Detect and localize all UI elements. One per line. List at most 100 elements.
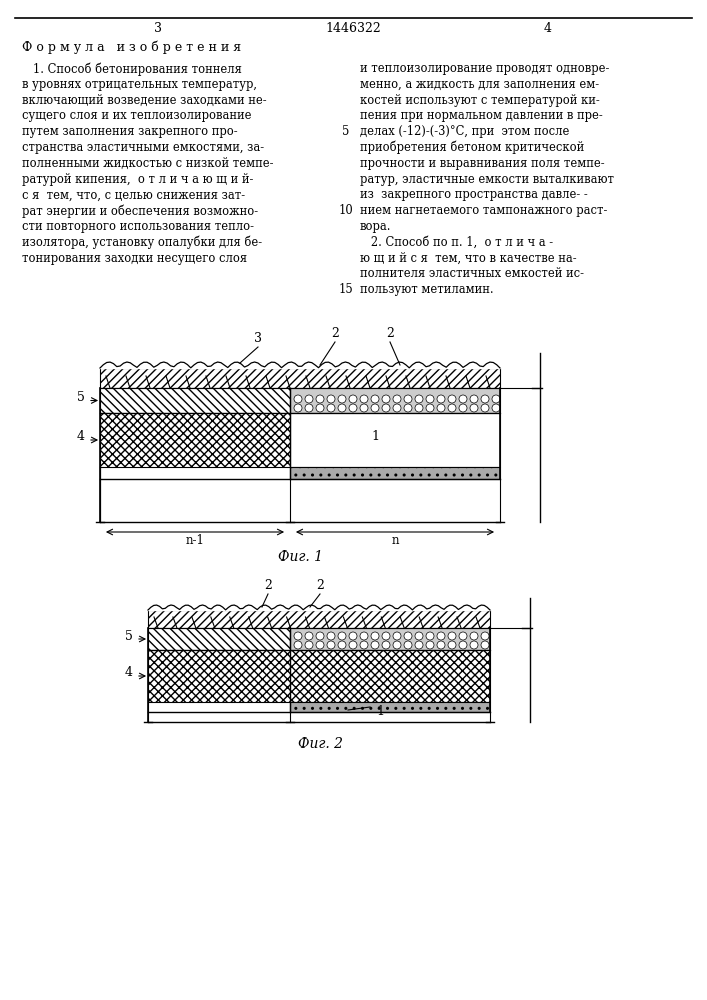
Circle shape [470,395,478,403]
Text: ю щ и й с я  тем, что в качестве на-: ю щ и й с я тем, что в качестве на- [360,252,577,265]
Circle shape [327,395,335,403]
Circle shape [492,395,500,403]
Circle shape [327,404,335,412]
Circle shape [360,404,368,412]
Text: 1: 1 [371,430,379,444]
Text: в уровнях отрицательных температур,: в уровнях отрицательных температур, [22,78,257,91]
Bar [290,388,500,413]
Text: 4: 4 [125,666,133,680]
Text: пения при нормальном давлении в пре-: пения при нормальном давлении в пре- [360,109,603,122]
Circle shape [360,641,368,649]
Text: Ф о р м у л а   и з о б р е т е н и я: Ф о р м у л а и з о б р е т е н и я [22,40,241,53]
Circle shape [371,404,379,412]
Circle shape [360,632,368,640]
Circle shape [437,641,445,649]
Text: n: n [391,534,399,547]
Text: 5: 5 [342,125,350,138]
Circle shape [305,632,313,640]
Text: 3: 3 [254,332,262,345]
Text: приобретения бетоном критической: приобретения бетоном критической [360,141,584,154]
Circle shape [481,404,489,412]
Text: 10: 10 [339,204,354,217]
Circle shape [470,641,478,649]
Text: Фиг. 2: Фиг. 2 [298,737,342,751]
Circle shape [437,404,445,412]
Circle shape [393,632,401,640]
Circle shape [481,632,489,640]
Bar [290,467,500,479]
Circle shape [448,632,456,640]
Bar [290,628,490,650]
Bar [148,628,290,650]
Circle shape [316,404,324,412]
Bar [148,610,490,628]
Text: Фиг. 1: Фиг. 1 [278,550,322,564]
Circle shape [415,632,423,640]
Circle shape [481,395,489,403]
Circle shape [426,404,434,412]
Text: 15: 15 [339,283,354,296]
Circle shape [404,641,412,649]
Circle shape [426,632,434,640]
Circle shape [305,404,313,412]
Text: 5: 5 [77,391,85,404]
Text: рат энергии и обеспечения возможно-: рат энергии и обеспечения возможно- [22,204,258,218]
Circle shape [360,395,368,403]
Text: 2: 2 [331,327,339,340]
Text: 5: 5 [125,630,133,643]
Text: включающий возведение заходками не-: включающий возведение заходками не- [22,94,267,107]
Circle shape [327,632,335,640]
Circle shape [371,632,379,640]
Circle shape [470,632,478,640]
Circle shape [294,641,302,649]
Circle shape [393,395,401,403]
Text: сти повторного использования тепло-: сти повторного использования тепло- [22,220,254,233]
Bar [100,388,290,413]
Circle shape [437,632,445,640]
Text: тонирования заходки несущего слоя: тонирования заходки несущего слоя [22,252,247,265]
Circle shape [415,404,423,412]
Circle shape [448,641,456,649]
Circle shape [305,641,313,649]
Circle shape [349,404,357,412]
Text: путем заполнения закрепного про-: путем заполнения закрепного про- [22,125,238,138]
Text: сущего слоя и их теплоизолирование: сущего слоя и их теплоизолирование [22,109,252,122]
Text: ратурой кипения,  о т л и ч а ю щ и й-: ратурой кипения, о т л и ч а ю щ и й- [22,173,253,186]
Circle shape [393,641,401,649]
Circle shape [448,404,456,412]
Text: полненными жидкостью с низкой темпе-: полненными жидкостью с низкой темпе- [22,157,274,170]
Text: 1. Способ бетонирования тоннеля: 1. Способ бетонирования тоннеля [22,62,242,76]
Circle shape [404,395,412,403]
Circle shape [459,404,467,412]
Circle shape [448,395,456,403]
Bar [290,702,490,712]
Circle shape [459,641,467,649]
Bar [100,413,290,467]
Circle shape [349,632,357,640]
Circle shape [382,404,390,412]
Text: 1446322: 1446322 [325,22,381,35]
Circle shape [338,632,346,640]
Circle shape [349,395,357,403]
Text: прочности и выравнивания поля темпе-: прочности и выравнивания поля темпе- [360,157,604,170]
Circle shape [371,395,379,403]
Circle shape [426,641,434,649]
Circle shape [382,632,390,640]
Text: 2: 2 [264,579,272,592]
Circle shape [294,632,302,640]
Circle shape [382,395,390,403]
Text: менно, а жидкость для заполнения ем-: менно, а жидкость для заполнения ем- [360,78,599,91]
Circle shape [481,641,489,649]
Circle shape [415,641,423,649]
Text: вора.: вора. [360,220,392,233]
Circle shape [404,404,412,412]
Bar [148,650,490,702]
Bar [100,368,500,388]
Circle shape [316,395,324,403]
Text: 2: 2 [386,327,394,340]
Text: n-1: n-1 [185,534,204,547]
Text: 1: 1 [376,705,384,718]
Circle shape [338,641,346,649]
Circle shape [327,641,335,649]
Circle shape [349,641,357,649]
